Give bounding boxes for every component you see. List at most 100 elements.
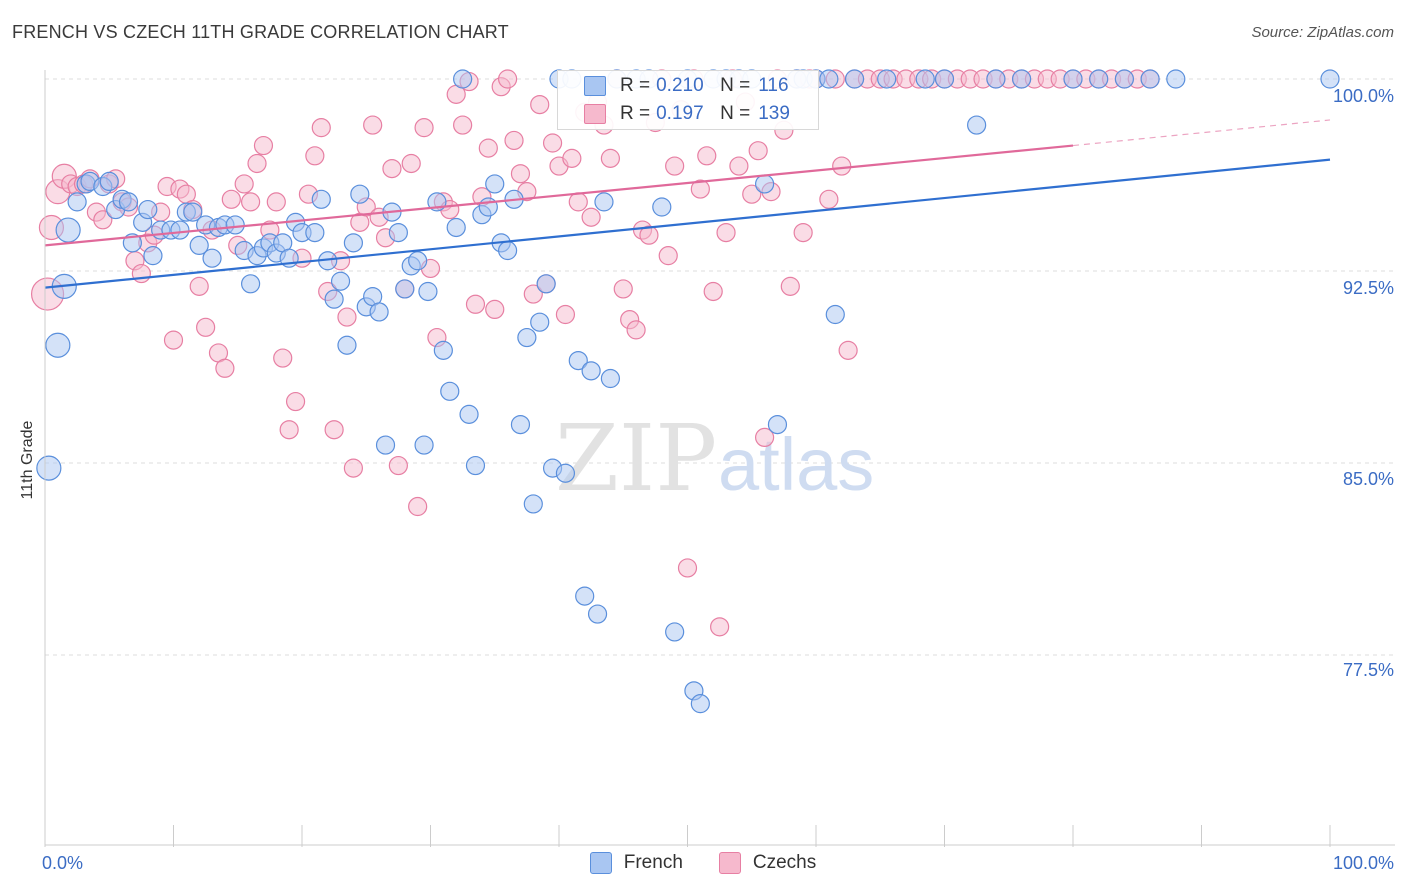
gridlines [45, 78, 1395, 656]
french-point [225, 215, 245, 235]
french-point [575, 586, 595, 606]
french-point [414, 435, 434, 455]
french-point [1140, 69, 1160, 89]
legend-item-french[interactable]: French [589, 852, 683, 874]
czech-points [30, 69, 1160, 637]
czech-point [388, 455, 408, 476]
french-point [305, 223, 325, 243]
french-point [375, 435, 396, 455]
french-point [330, 271, 351, 291]
czech-swatch [584, 104, 606, 124]
french-point [517, 327, 537, 348]
french-point [446, 217, 466, 238]
french-point [934, 69, 955, 89]
french-point [324, 289, 344, 309]
french-point [418, 281, 438, 302]
x-tick-label-max: 100.0% [1332, 853, 1394, 873]
czech-point [343, 458, 363, 478]
french-point [600, 368, 621, 389]
czech-point [838, 340, 858, 360]
r-label: R = [620, 103, 651, 124]
french-swatch [584, 76, 606, 96]
n-value: 116 [758, 75, 789, 96]
czech-point [568, 192, 588, 212]
czech-point [626, 320, 646, 340]
legend-item-czechs[interactable]: Czechs [718, 852, 816, 874]
czech-point [542, 133, 563, 153]
czech-point [311, 118, 331, 138]
y-tick-label: 77.5% [1342, 660, 1394, 680]
french-point [388, 223, 408, 243]
french-point [536, 274, 556, 294]
french-point [170, 220, 190, 240]
french-point [55, 217, 81, 243]
french-point [754, 174, 775, 194]
french-point [581, 361, 601, 381]
french-point [465, 455, 486, 476]
french-point [844, 69, 865, 89]
czech-point [716, 223, 736, 243]
french-point [594, 192, 614, 212]
french-point [915, 69, 935, 89]
french-point [690, 694, 710, 714]
french-point [350, 184, 370, 204]
n-label: N = [720, 75, 751, 96]
french-point [652, 197, 672, 217]
french-point [1166, 69, 1186, 89]
french-point [568, 351, 588, 371]
czech-point [690, 179, 710, 199]
french-point [665, 622, 685, 642]
czech-trend-extension [1072, 119, 1331, 147]
french-point [459, 404, 479, 424]
czech-point [832, 156, 852, 176]
french-point [967, 115, 987, 135]
french-point [36, 455, 62, 481]
n-label: N = [720, 103, 751, 124]
czech-point [453, 115, 473, 135]
legend-row-czechs: R = 0.197 N = 139 [584, 102, 790, 126]
french-point [395, 279, 415, 299]
french-point [202, 248, 222, 268]
french-swatch [589, 852, 612, 874]
czech-point [273, 348, 293, 368]
french-point [555, 463, 576, 483]
x-tick-label-min: 0.0% [42, 853, 84, 873]
czech-point [196, 317, 216, 337]
legend-row-french: R = 0.210 N = 116 [584, 74, 789, 98]
french-point [767, 415, 788, 435]
czech-point [793, 223, 813, 243]
stats-legend: R = 0.210 N = 116 R = 0.197 N = 139 [557, 70, 819, 130]
french-point [45, 332, 71, 358]
czech-point [266, 192, 286, 212]
czech-point [658, 246, 678, 266]
czech-point [382, 159, 402, 179]
french-point [877, 69, 897, 89]
r-label: R = [620, 75, 651, 96]
french-point [343, 233, 363, 253]
french-point [825, 304, 845, 325]
french-point [530, 312, 550, 332]
french-point [1089, 69, 1109, 89]
czech-point [754, 427, 775, 447]
french-point [587, 604, 608, 624]
french-points [36, 69, 1340, 714]
czech-point [131, 263, 151, 284]
czech-point [363, 115, 383, 135]
czech-point [93, 210, 113, 230]
legend-label-french: French [623, 852, 683, 873]
czech-point [163, 330, 184, 350]
czech-point [401, 153, 421, 174]
czech-point [247, 153, 267, 174]
french-point [337, 335, 357, 355]
czech-point [241, 192, 261, 212]
czech-point [530, 94, 550, 115]
czech-point [600, 148, 621, 168]
czech-point [324, 420, 344, 440]
czech-point [742, 184, 762, 204]
czech-point [221, 189, 241, 209]
czech-point [748, 141, 768, 161]
french-point [138, 199, 158, 220]
axes [44, 70, 1395, 847]
czech-point [510, 164, 531, 184]
